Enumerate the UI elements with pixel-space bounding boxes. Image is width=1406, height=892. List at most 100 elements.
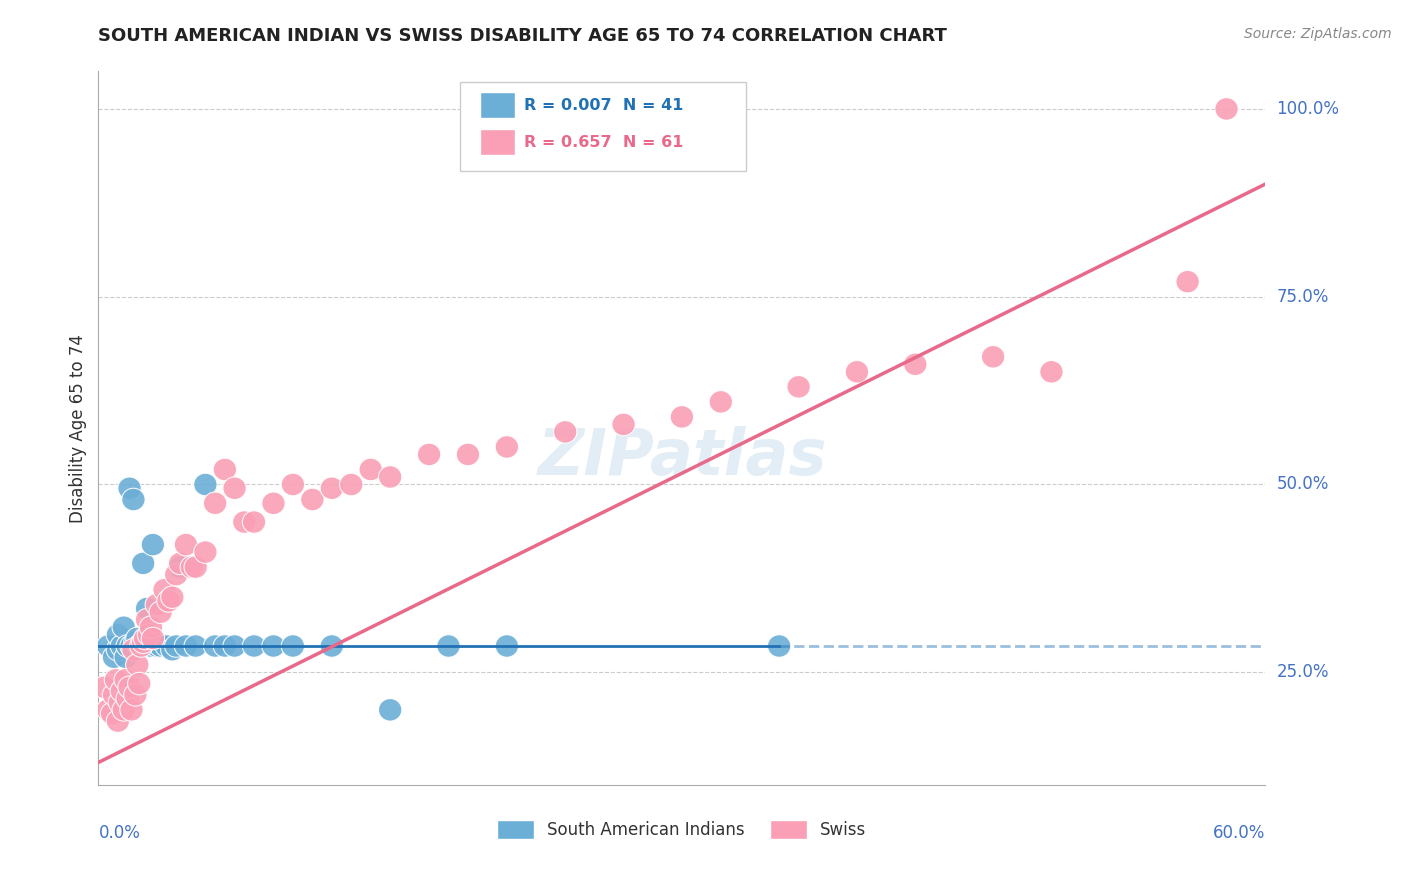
Ellipse shape — [224, 635, 246, 657]
Ellipse shape — [180, 556, 204, 578]
Ellipse shape — [174, 635, 198, 657]
Ellipse shape — [128, 673, 150, 695]
Ellipse shape — [108, 691, 132, 714]
Ellipse shape — [981, 345, 1005, 368]
Ellipse shape — [495, 635, 519, 657]
Ellipse shape — [100, 702, 124, 725]
FancyBboxPatch shape — [460, 82, 747, 171]
Text: ZIPatlas: ZIPatlas — [537, 425, 827, 488]
Ellipse shape — [129, 635, 153, 657]
Ellipse shape — [138, 624, 160, 646]
Ellipse shape — [845, 360, 869, 383]
Ellipse shape — [97, 698, 120, 721]
Ellipse shape — [242, 635, 266, 657]
Ellipse shape — [124, 683, 148, 706]
Ellipse shape — [671, 406, 693, 428]
Ellipse shape — [787, 376, 810, 398]
Text: Source: ZipAtlas.com: Source: ZipAtlas.com — [1244, 27, 1392, 41]
Ellipse shape — [125, 627, 149, 649]
Ellipse shape — [904, 353, 927, 376]
Ellipse shape — [132, 552, 155, 574]
Text: R = 0.007  N = 41: R = 0.007 N = 41 — [524, 98, 683, 112]
Ellipse shape — [437, 635, 460, 657]
Ellipse shape — [1215, 97, 1239, 120]
Ellipse shape — [242, 511, 266, 533]
FancyBboxPatch shape — [479, 129, 515, 155]
Ellipse shape — [115, 688, 139, 710]
Ellipse shape — [321, 635, 343, 657]
Text: 75.0%: 75.0% — [1277, 288, 1329, 306]
Ellipse shape — [194, 541, 217, 564]
Ellipse shape — [145, 635, 169, 657]
Ellipse shape — [165, 564, 188, 586]
Ellipse shape — [1040, 360, 1063, 383]
Ellipse shape — [359, 458, 382, 481]
Ellipse shape — [135, 608, 159, 631]
Ellipse shape — [321, 477, 343, 500]
Ellipse shape — [129, 635, 153, 657]
Ellipse shape — [114, 668, 138, 691]
Ellipse shape — [157, 590, 180, 612]
Ellipse shape — [104, 668, 128, 691]
Ellipse shape — [107, 710, 129, 732]
Ellipse shape — [281, 474, 305, 496]
Ellipse shape — [112, 616, 135, 639]
Ellipse shape — [204, 635, 226, 657]
Ellipse shape — [139, 616, 163, 639]
Text: SOUTH AMERICAN INDIAN VS SWISS DISABILITY AGE 65 TO 74 CORRELATION CHART: SOUTH AMERICAN INDIAN VS SWISS DISABILIT… — [98, 27, 948, 45]
Ellipse shape — [122, 639, 145, 661]
Text: 50.0%: 50.0% — [1277, 475, 1329, 493]
Ellipse shape — [214, 635, 236, 657]
Ellipse shape — [107, 624, 129, 646]
Ellipse shape — [378, 466, 402, 488]
Ellipse shape — [120, 698, 143, 721]
Ellipse shape — [169, 556, 191, 578]
FancyBboxPatch shape — [479, 92, 515, 119]
Ellipse shape — [110, 680, 134, 702]
Ellipse shape — [262, 635, 285, 657]
Ellipse shape — [149, 601, 173, 624]
Text: 0.0%: 0.0% — [98, 824, 141, 842]
Ellipse shape — [134, 627, 157, 649]
Ellipse shape — [120, 635, 143, 657]
Ellipse shape — [232, 511, 256, 533]
Ellipse shape — [184, 556, 207, 578]
Ellipse shape — [418, 443, 440, 466]
Ellipse shape — [114, 646, 138, 668]
Ellipse shape — [115, 635, 139, 657]
Ellipse shape — [107, 639, 129, 661]
Ellipse shape — [301, 488, 323, 511]
Ellipse shape — [224, 477, 246, 500]
Ellipse shape — [139, 635, 163, 657]
Ellipse shape — [93, 676, 115, 698]
Ellipse shape — [174, 533, 198, 556]
Ellipse shape — [135, 635, 159, 657]
Y-axis label: Disability Age 65 to 74: Disability Age 65 to 74 — [69, 334, 87, 523]
Text: 60.0%: 60.0% — [1213, 824, 1265, 842]
Ellipse shape — [709, 391, 733, 413]
Ellipse shape — [194, 474, 217, 496]
Ellipse shape — [204, 492, 226, 515]
Ellipse shape — [495, 435, 519, 458]
Legend: South American Indians, Swiss: South American Indians, Swiss — [492, 815, 872, 845]
Ellipse shape — [125, 654, 149, 676]
Ellipse shape — [122, 488, 145, 511]
Ellipse shape — [135, 597, 159, 620]
Text: 100.0%: 100.0% — [1277, 100, 1340, 118]
Ellipse shape — [112, 698, 135, 721]
Ellipse shape — [141, 533, 165, 556]
Ellipse shape — [281, 635, 305, 657]
Ellipse shape — [554, 421, 576, 443]
Ellipse shape — [160, 639, 184, 661]
Ellipse shape — [169, 552, 191, 574]
Ellipse shape — [378, 698, 402, 721]
Ellipse shape — [141, 627, 165, 649]
Ellipse shape — [149, 635, 173, 657]
Ellipse shape — [155, 635, 179, 657]
Ellipse shape — [145, 593, 169, 616]
Ellipse shape — [153, 578, 176, 601]
Ellipse shape — [118, 676, 141, 698]
Ellipse shape — [110, 635, 134, 657]
Text: 25.0%: 25.0% — [1277, 664, 1329, 681]
Ellipse shape — [165, 635, 188, 657]
